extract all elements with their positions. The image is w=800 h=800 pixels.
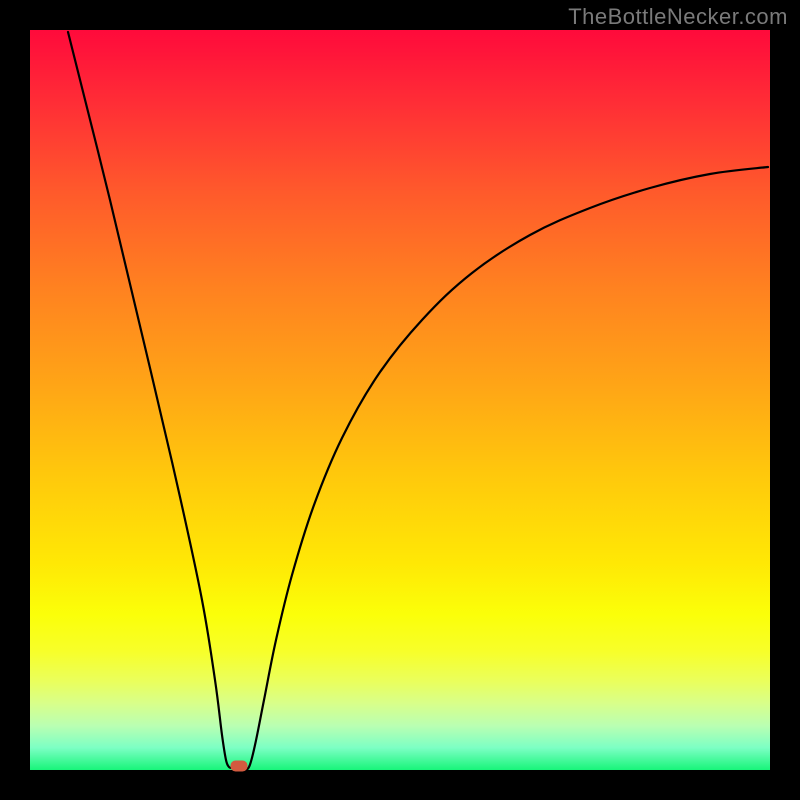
chart-container: TheBottleNecker.com bbox=[0, 0, 800, 800]
optimal-marker bbox=[231, 761, 248, 772]
watermark-text: TheBottleNecker.com bbox=[568, 4, 788, 30]
watermark-label: TheBottleNecker.com bbox=[568, 4, 788, 29]
bottleneck-chart bbox=[0, 0, 800, 800]
plot-area bbox=[30, 30, 770, 770]
